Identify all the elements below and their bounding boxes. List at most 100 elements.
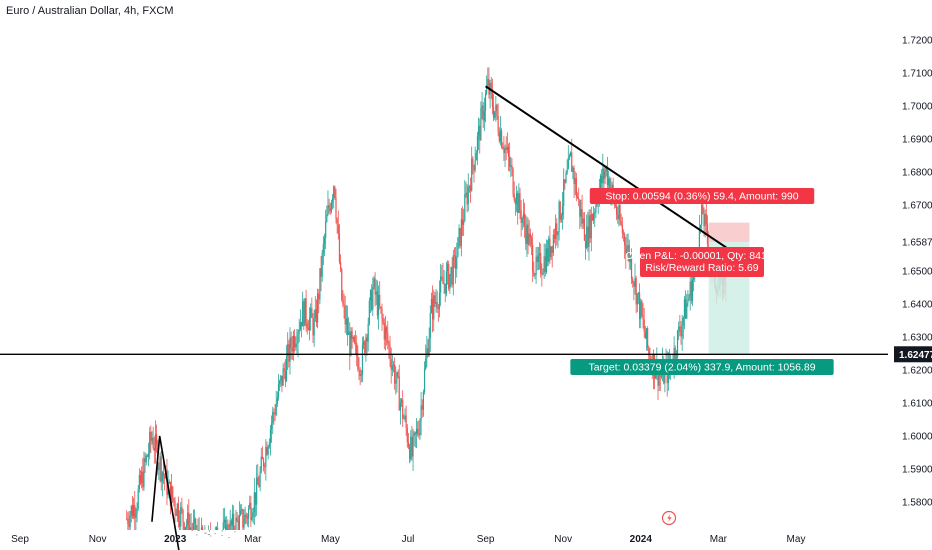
candle-up <box>277 384 280 398</box>
candle-down <box>507 146 510 157</box>
candle-down <box>329 208 331 212</box>
candle-up <box>593 213 595 221</box>
candle-down <box>527 224 529 245</box>
candle-up <box>664 367 666 384</box>
candle-down <box>571 152 573 172</box>
y-tick-label: 1.70000 <box>902 102 932 113</box>
candle-down <box>564 179 566 183</box>
candle-down <box>601 175 603 184</box>
candle-down <box>641 301 643 316</box>
candle-down <box>505 147 507 150</box>
candle-down <box>434 295 436 304</box>
open-pl-label: Open P&L: -0.00001, Qty: 84175 <box>626 250 779 262</box>
candle-down <box>127 518 129 525</box>
candle-down <box>344 305 346 325</box>
candle-up <box>352 337 354 340</box>
candle-up <box>691 279 694 301</box>
candle-up <box>627 245 629 249</box>
candle-up <box>425 358 427 369</box>
candle-up <box>655 374 657 379</box>
candle-up <box>158 468 160 470</box>
x-tick-label: Sep <box>477 534 495 545</box>
candle-up <box>660 375 663 377</box>
candle-up <box>310 307 312 318</box>
candle-up <box>215 527 217 530</box>
candle-down <box>455 255 457 269</box>
candle-up <box>287 344 289 357</box>
candle-up <box>253 492 255 513</box>
entry-tag-bg <box>898 234 932 251</box>
candle-up <box>678 326 680 331</box>
candle-up <box>226 524 228 530</box>
candle-down <box>284 370 286 381</box>
candle-up <box>136 508 138 515</box>
candle-up <box>249 502 251 509</box>
candles-layer <box>126 67 727 539</box>
candle-up <box>326 214 328 223</box>
candle-up <box>130 505 132 516</box>
candle-down <box>530 237 533 245</box>
candle-up <box>361 344 364 375</box>
candle-down <box>366 337 368 342</box>
peak-drawing <box>151 435 180 550</box>
candle-down <box>532 244 534 271</box>
candle-down <box>442 277 444 284</box>
candle-up <box>221 534 223 536</box>
candle-up <box>458 228 460 238</box>
candle-down <box>174 501 176 511</box>
candle-down <box>702 204 704 215</box>
candle-up <box>412 435 414 457</box>
candle-up <box>137 489 139 509</box>
candle-down <box>517 193 519 214</box>
candle-down <box>579 199 581 217</box>
candle-down <box>639 292 641 320</box>
candle-down <box>266 446 268 455</box>
candle-down <box>409 446 411 460</box>
candle-up <box>464 194 466 221</box>
candle-up <box>392 364 395 366</box>
candle-down <box>261 456 263 460</box>
candle-up <box>314 309 316 319</box>
candle-up <box>260 456 262 472</box>
candle-up <box>510 165 512 167</box>
y-tick-label: 1.61000 <box>902 399 932 410</box>
candle-down <box>169 481 171 507</box>
candle-up <box>565 173 567 183</box>
candle-down <box>642 315 644 320</box>
candle-up <box>433 295 435 320</box>
candle-up <box>400 399 403 403</box>
candle-down <box>397 372 399 377</box>
candle-down <box>390 359 392 370</box>
candle-down <box>482 105 484 121</box>
candle-up <box>285 356 288 381</box>
candle-up <box>252 512 254 518</box>
candle-down <box>337 224 339 234</box>
candle-up <box>276 397 278 404</box>
candle-down <box>620 220 622 225</box>
candle-down <box>549 238 551 258</box>
candle-down <box>233 513 235 530</box>
x-tick-label: Jul <box>402 534 415 545</box>
candle-up <box>480 108 482 141</box>
candle-down <box>491 91 493 107</box>
candle-down <box>559 201 561 220</box>
candle-up <box>495 104 497 112</box>
candle-down <box>245 514 247 517</box>
candle-down <box>411 436 413 457</box>
candle-up <box>588 215 590 247</box>
candle-up <box>319 268 321 300</box>
lightning-icon[interactable] <box>661 510 677 526</box>
candle-up <box>235 517 237 530</box>
candle-up <box>348 331 350 335</box>
candle-up <box>282 368 284 386</box>
candle-up <box>239 510 242 515</box>
candle-up <box>410 436 412 460</box>
candle-down <box>191 530 193 531</box>
candle-up <box>193 518 196 524</box>
candle-down <box>398 376 400 411</box>
candle-up <box>526 224 528 244</box>
candle-up <box>143 458 145 488</box>
candle-down <box>514 200 516 205</box>
candle-up <box>419 421 421 436</box>
